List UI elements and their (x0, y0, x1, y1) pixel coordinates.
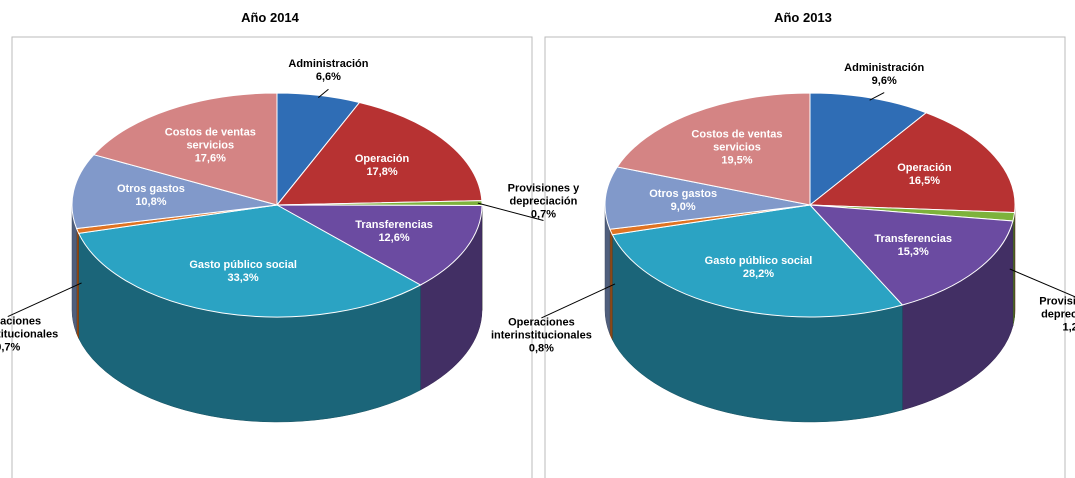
value-label: 28,2% (742, 268, 775, 281)
pie-side (76, 228, 79, 339)
value-label: 0,7% (530, 208, 556, 221)
category-label: Gasto público social (704, 255, 813, 268)
frame (11, 36, 533, 478)
pie-slice (611, 204, 904, 318)
pie-slice (275, 101, 483, 206)
category-label: Transferencias (874, 232, 953, 245)
frame (544, 36, 1066, 478)
category-label: Otros gastos (116, 183, 185, 196)
pie-slice (71, 154, 278, 230)
slice-label: Otros gastos 9,0% (623, 188, 743, 214)
slice-label: Transferencias 12,6% (334, 219, 454, 245)
value-label: 33,3% (227, 271, 259, 284)
category-label: Administración (288, 58, 369, 71)
value-label: 17,6% (194, 152, 226, 165)
category-label: Administración (844, 61, 925, 74)
leader-line (869, 92, 885, 101)
category-label: Provisiones y depreciación (1039, 295, 1075, 321)
slice-label: Operación 17,8% (322, 153, 442, 179)
slice-label: Otros gastos 10,8% (91, 183, 211, 209)
chart-title: Año 2013 (774, 10, 832, 25)
category-label: Gasto público social (189, 258, 297, 271)
category-label: Costos de ventas servicios (691, 128, 783, 154)
pie-slice (808, 204, 1014, 306)
category-label: Provisiones y depreciación (507, 182, 580, 208)
slice-label: Administración 6,6% (268, 58, 388, 84)
value-label: 16,5% (908, 174, 941, 187)
pie-slice (92, 92, 278, 206)
pie-slice (616, 92, 811, 206)
slice-label: Operación 16,5% (864, 162, 984, 188)
slice-label: Administración 9,6% (824, 62, 944, 88)
slice-label: Gasto público social 28,2% (698, 255, 818, 281)
value-label: 9,0% (670, 200, 696, 213)
value-label: 19,5% (721, 154, 753, 167)
slice-label: Gasto público social 33,3% (183, 259, 303, 285)
value-label: 0,7% (0, 341, 21, 354)
slice-label: Costos de ventas servicios 19,5% (677, 129, 797, 168)
category-label: Operación (354, 152, 410, 165)
slice-label: Provisiones y depreciación1,2% (1015, 295, 1075, 334)
value-label: 0,8% (528, 342, 554, 355)
value-label: 17,8% (366, 165, 398, 178)
category-label: Operaciones interinstitucionales (490, 316, 592, 342)
value-label: 1,2% (1062, 321, 1075, 334)
leader-line (7, 282, 82, 317)
slice-label: Provisiones y depreciación 0,7% (483, 183, 603, 222)
leader-line (317, 88, 329, 98)
pie-slice (604, 166, 811, 230)
pie-slice (808, 112, 1016, 214)
chart-title: Año 2014 (241, 10, 299, 25)
value-label: 6,6% (315, 71, 341, 84)
value-label: 15,3% (897, 245, 929, 258)
slice-label: Operaciones interinstitucionales 0,8% (481, 316, 601, 355)
category-label: Operaciones interinstitucionales (0, 315, 59, 341)
leader-line (477, 202, 544, 221)
pie-slice (77, 204, 422, 318)
slice-label: Costos de ventas servicios 17,6% (150, 126, 270, 165)
pie-slice (275, 204, 483, 286)
leader-line (541, 283, 616, 319)
slice-label: Transferencias 15,3% (853, 233, 973, 259)
category-label: Otros gastos (649, 187, 718, 200)
pie-side (609, 229, 613, 340)
value-label: 10,8% (135, 196, 167, 209)
category-label: Transferencias (355, 219, 433, 232)
category-label: Operación (897, 161, 952, 174)
value-label: 12,6% (378, 232, 410, 245)
pie-slice (809, 92, 928, 207)
category-label: Costos de ventas servicios (164, 126, 256, 152)
leader-line (1009, 268, 1075, 298)
value-label: 9,6% (871, 74, 897, 87)
